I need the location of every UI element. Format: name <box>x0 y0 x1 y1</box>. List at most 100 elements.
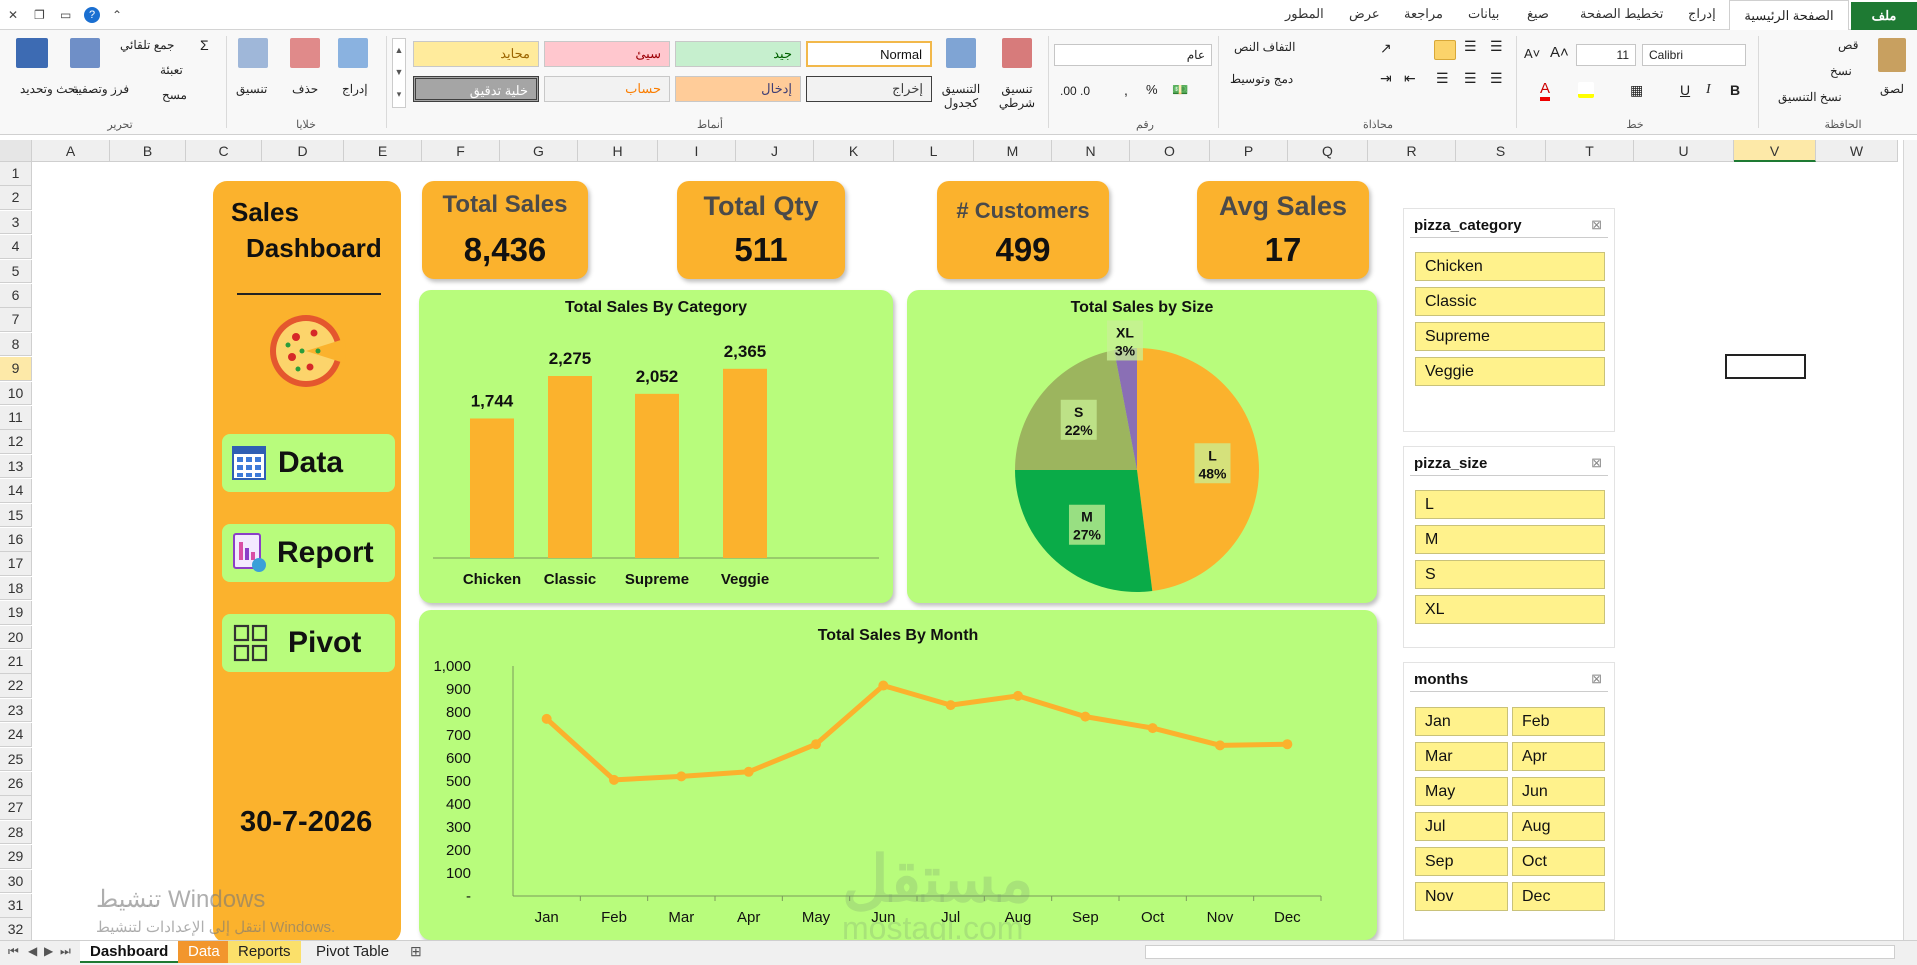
row-header-24[interactable]: 24 <box>0 723 32 747</box>
first-sheet-icon[interactable]: ⏮ <box>8 944 19 958</box>
slicer-item[interactable]: Chicken <box>1415 252 1605 281</box>
select-all-corner[interactable] <box>0 140 32 162</box>
orientation-icon[interactable]: ↗ <box>1380 40 1392 56</box>
row-header-1[interactable]: 1 <box>0 162 32 186</box>
vertical-scrollbar[interactable] <box>1903 140 1917 940</box>
format-cells-label[interactable]: تنسيق <box>236 82 268 96</box>
sheet-tab-data[interactable]: Data <box>178 941 230 963</box>
sheet-tab-reports[interactable]: Reports <box>228 941 301 963</box>
copy-button[interactable]: نسخ <box>1830 64 1852 78</box>
delete-cells-label[interactable]: حذف <box>292 82 319 96</box>
font-color-icon[interactable]: A <box>1540 80 1551 101</box>
column-header-a[interactable]: A <box>32 140 110 162</box>
slicer-item[interactable]: S <box>1415 560 1605 589</box>
column-header-s[interactable]: S <box>1456 140 1546 162</box>
sort-filter-label[interactable]: فرز وتصفية <box>72 82 130 96</box>
column-header-j[interactable]: J <box>736 140 814 162</box>
row-header-18[interactable]: 18 <box>0 576 32 601</box>
sigma-icon[interactable]: Σ <box>200 37 209 53</box>
slicer-item[interactable]: May <box>1415 777 1508 806</box>
percent-icon[interactable]: % <box>1146 82 1158 97</box>
sheet-tab-pivot-table[interactable]: Pivot Table <box>316 943 390 960</box>
row-header-16[interactable]: 16 <box>0 528 32 552</box>
column-header-r[interactable]: R <box>1368 140 1456 162</box>
align-left-icon[interactable]: ☰ <box>1436 70 1449 86</box>
clear-filter-icon[interactable]: ⊠ <box>1591 671 1602 686</box>
slicer-item[interactable]: Nov <box>1415 882 1508 911</box>
tab-file[interactable]: ملف <box>1851 2 1917 30</box>
conditional-format-icon[interactable] <box>1002 38 1032 68</box>
column-header-i[interactable]: I <box>658 140 736 162</box>
align-bottom-icon[interactable]: ☰ <box>1490 38 1503 54</box>
restore-icon[interactable]: ❐ <box>34 8 45 22</box>
clear-button[interactable]: مسح <box>162 88 187 102</box>
tab-data[interactable]: بيانات <box>1468 6 1500 21</box>
column-header-e[interactable]: E <box>344 140 422 162</box>
tab-review[interactable]: مراجعة <box>1404 6 1444 21</box>
delete-cells-icon[interactable] <box>290 38 320 68</box>
tab-insert[interactable]: إدراج <box>1688 6 1716 21</box>
comma-style-icon[interactable]: , <box>1124 82 1128 98</box>
fill-button[interactable]: تعبئة <box>160 63 183 77</box>
font-name-select[interactable]: Calibri <box>1642 44 1746 66</box>
paste-icon[interactable] <box>1878 38 1906 72</box>
column-header-t[interactable]: T <box>1546 140 1634 162</box>
column-header-l[interactable]: L <box>894 140 974 162</box>
increase-font-icon[interactable]: A˄ <box>1550 44 1569 61</box>
slicer-item[interactable]: Feb <box>1512 707 1605 736</box>
slicer-item[interactable]: Oct <box>1512 847 1605 876</box>
column-header-h[interactable]: H <box>578 140 658 162</box>
row-header-7[interactable]: 7 <box>0 308 32 332</box>
style-good[interactable]: جيد <box>675 41 801 67</box>
row-header-12[interactable]: 12 <box>0 430 32 454</box>
style-calculation[interactable]: حساب <box>544 76 670 102</box>
column-header-n[interactable]: N <box>1052 140 1130 162</box>
row-header-5[interactable]: 5 <box>0 259 32 284</box>
tab-page-layout[interactable]: تخطيط الصفحة <box>1580 6 1664 21</box>
collapse-ribbon-icon[interactable]: ⌃ <box>112 8 123 22</box>
insert-cells-label[interactable]: إدراج <box>342 82 368 96</box>
row-header-14[interactable]: 14 <box>0 479 32 503</box>
slicer-item[interactable]: Veggie <box>1415 357 1605 386</box>
row-header-25[interactable]: 25 <box>0 747 32 772</box>
align-middle-icon[interactable]: ☰ <box>1464 38 1477 54</box>
row-header-21[interactable]: 21 <box>0 650 32 674</box>
slicer-item[interactable]: Jun <box>1512 777 1605 806</box>
column-header-v[interactable]: V <box>1734 140 1816 162</box>
cut-button[interactable]: قص <box>1838 38 1859 52</box>
style-input[interactable]: إدخال <box>675 76 801 102</box>
format-as-table-icon[interactable] <box>946 38 976 68</box>
column-header-q[interactable]: Q <box>1288 140 1368 162</box>
clear-filter-icon[interactable]: ⊠ <box>1591 217 1602 232</box>
row-header-2[interactable]: 2 <box>0 186 32 210</box>
row-header-9[interactable]: 9 <box>0 357 32 381</box>
minimize-icon[interactable]: ▭ <box>60 8 72 22</box>
row-header-11[interactable]: 11 <box>0 406 32 430</box>
last-sheet-icon[interactable]: ⏭ <box>60 944 71 958</box>
borders-icon[interactable]: ▦ <box>1630 82 1644 98</box>
insert-cells-icon[interactable] <box>338 38 368 68</box>
find-select-icon[interactable] <box>16 38 48 68</box>
decrease-decimal-icon[interactable]: .00 .0 <box>1060 84 1091 98</box>
row-header-3[interactable]: 3 <box>0 210 32 235</box>
style-normal[interactable]: Normal <box>806 41 932 67</box>
tab-formulas[interactable]: صيغ <box>1527 6 1549 21</box>
style-neutral[interactable]: محايد <box>413 41 539 67</box>
bold-icon[interactable]: B <box>1730 82 1741 98</box>
slicer-item[interactable]: Mar <box>1415 742 1508 771</box>
align-right-icon[interactable]: ☰ <box>1490 70 1503 86</box>
find-select-label[interactable]: بحث وتحديد <box>20 82 80 96</box>
row-header-20[interactable]: 20 <box>0 625 32 650</box>
new-sheet-icon[interactable]: ⊞ <box>410 943 422 959</box>
style-bad[interactable]: سيئ <box>544 41 670 67</box>
column-header-m[interactable]: M <box>974 140 1052 162</box>
row-header-31[interactable]: 31 <box>0 894 32 918</box>
help-icon[interactable]: ? <box>84 7 100 23</box>
format-cells-icon[interactable] <box>238 38 268 68</box>
column-header-u[interactable]: U <box>1634 140 1734 162</box>
next-sheet-icon[interactable]: ▶ <box>44 944 54 958</box>
selected-cell[interactable] <box>1725 354 1806 379</box>
align-center-icon[interactable]: ☰ <box>1464 70 1477 86</box>
row-header-28[interactable]: 28 <box>0 820 32 845</box>
slicer-item[interactable]: Classic <box>1415 287 1605 316</box>
